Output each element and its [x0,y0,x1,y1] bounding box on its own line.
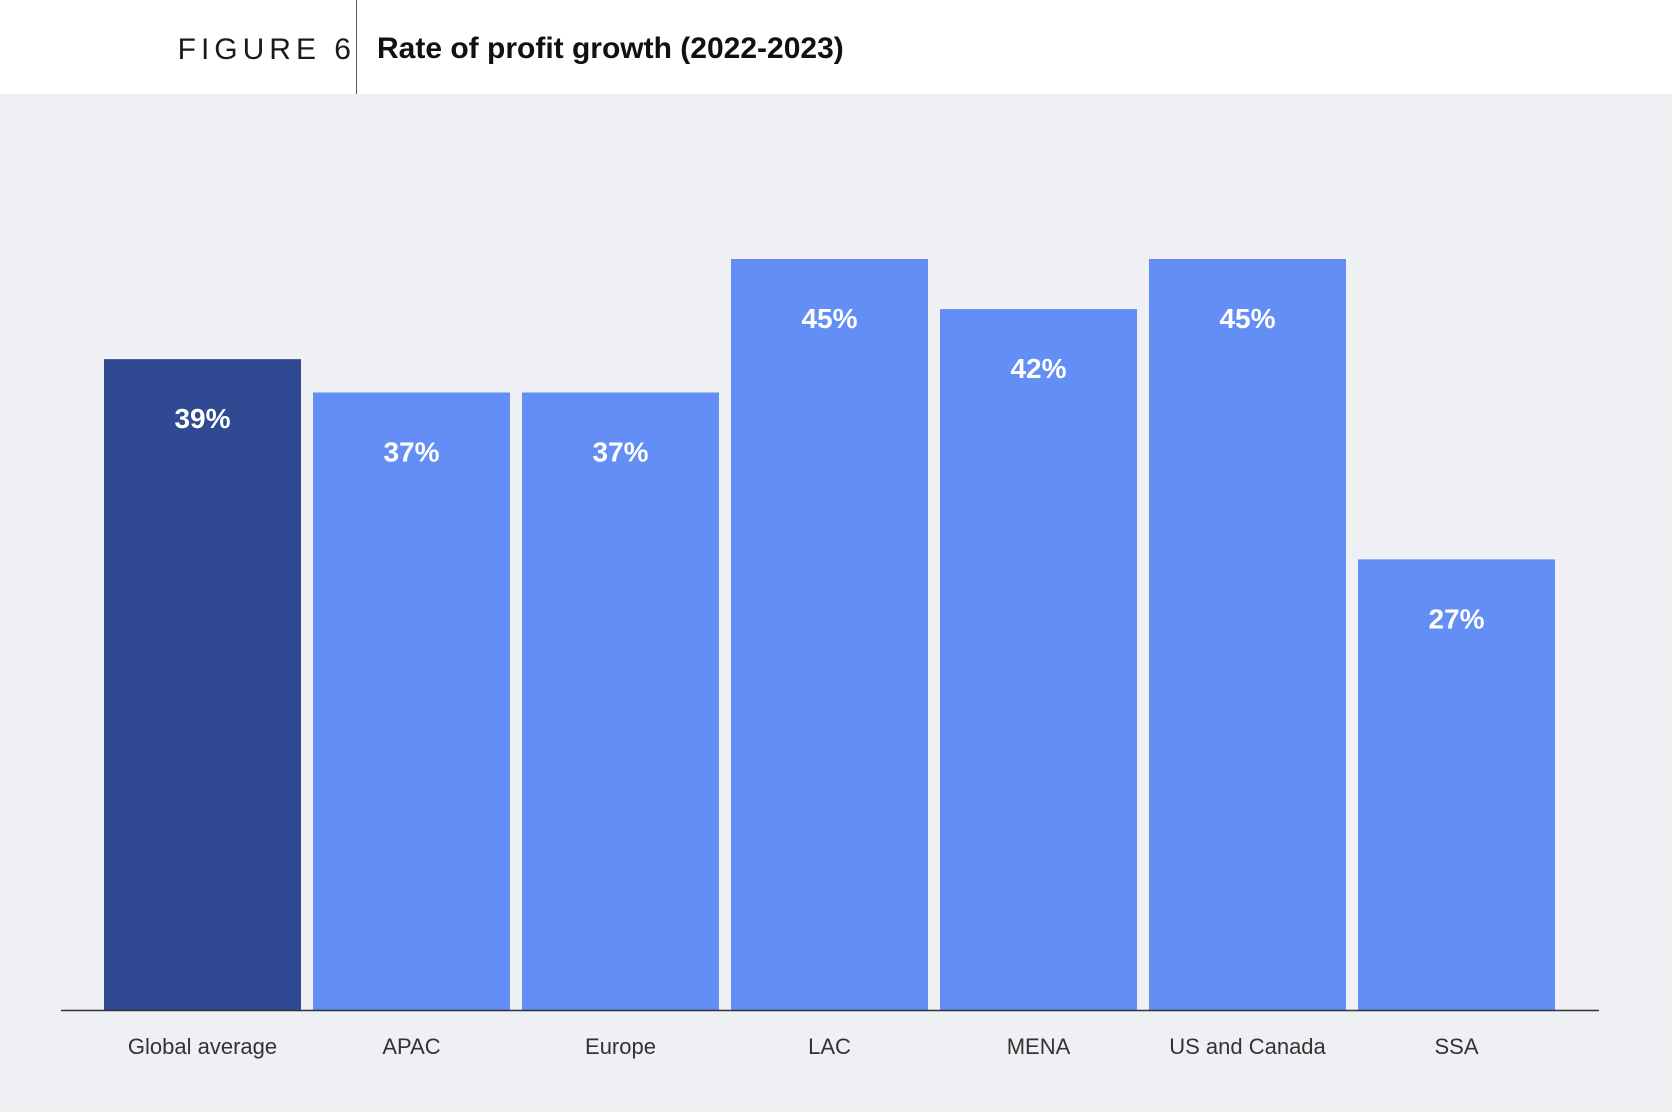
value-label: 45% [801,303,857,334]
bar-global-average [104,359,301,1011]
value-label: 27% [1428,603,1484,634]
bar-europe [522,392,719,1010]
category-label: MENA [1007,1034,1071,1059]
value-label: 45% [1219,303,1275,334]
bar-mena [940,309,1137,1010]
value-label: 42% [1010,353,1066,384]
bar-us-and-canada [1149,259,1346,1010]
figure-header: FIGURE 6 Rate of profit growth (2022-202… [0,0,1672,94]
category-label: Global average [128,1034,277,1059]
bar-ssa [1358,559,1555,1010]
figure-title: Rate of profit growth (2022-2023) [377,32,844,65]
category-label: US and Canada [1169,1034,1326,1059]
bar-apac [313,392,510,1010]
header-divider [356,0,357,94]
category-label: LAC [808,1034,851,1059]
value-label: 39% [174,403,230,434]
category-label: Europe [585,1034,656,1059]
category-label: APAC [382,1034,440,1059]
plot-area: 39% Global average 37% APAC 37% Europe 45% LAC 4… [0,94,1672,1112]
bar-lac [731,259,928,1010]
bar-chart: 39% Global average 37% APAC 37% Europe 45% LAC 4… [61,259,1599,1059]
figure-label: FIGURE 6 [177,33,356,66]
category-label: SSA [1434,1034,1478,1059]
value-label: 37% [383,437,439,468]
value-label: 37% [592,437,648,468]
